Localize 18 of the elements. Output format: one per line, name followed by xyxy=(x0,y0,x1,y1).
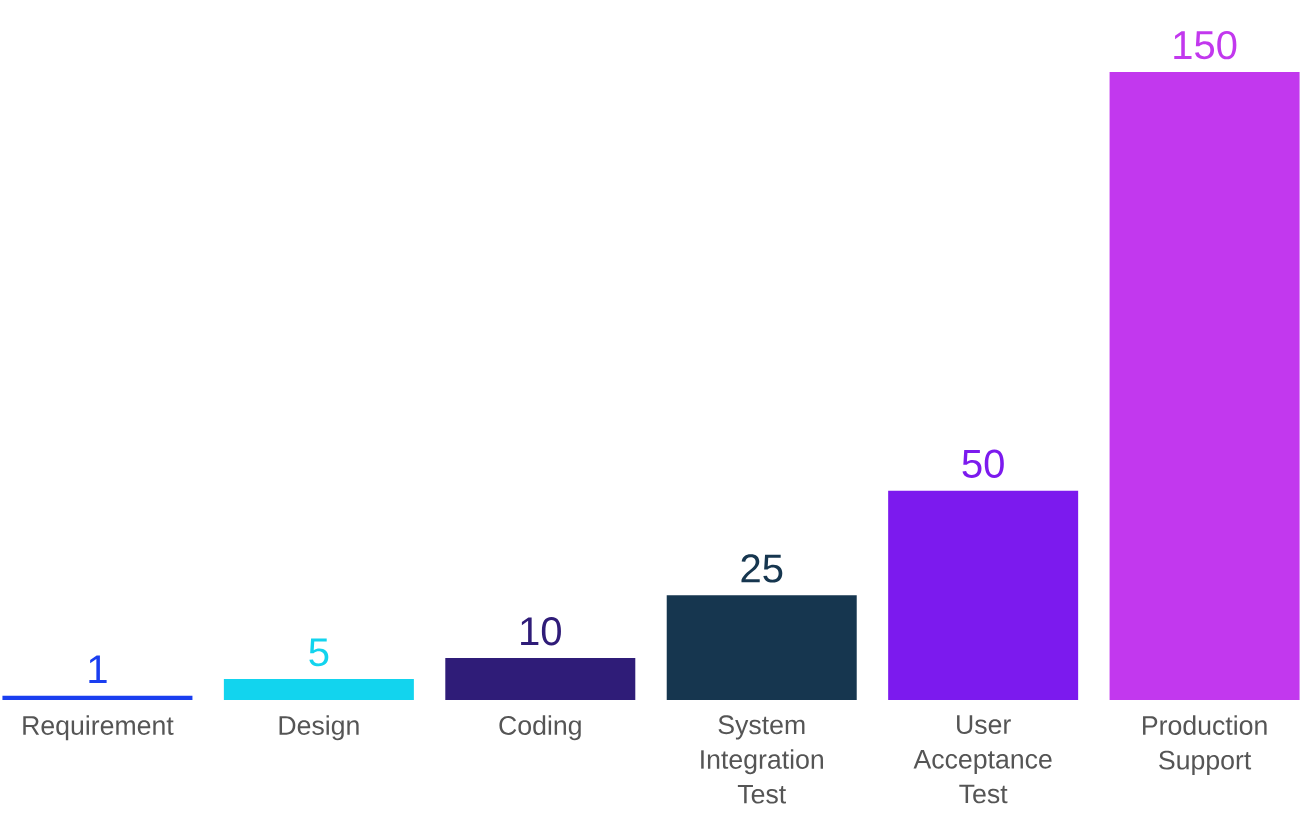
bar xyxy=(2,695,193,700)
x-tick-label: Requirement xyxy=(23,715,174,741)
x-tick-label: System Integration Test xyxy=(701,715,823,804)
bar xyxy=(445,658,636,700)
data-label: 50 xyxy=(962,449,1004,478)
bar xyxy=(888,490,1079,700)
data-label: 5 xyxy=(309,638,329,667)
x-tick-label: User Acceptance Test xyxy=(913,715,1052,804)
x-tick-label: Coding xyxy=(499,715,581,741)
bar xyxy=(666,595,857,700)
data-label: 25 xyxy=(741,554,783,583)
data-label: 10 xyxy=(521,617,561,646)
bar xyxy=(1109,71,1300,700)
data-label: 150 xyxy=(1174,30,1237,60)
bar xyxy=(223,679,414,700)
data-label: 1 xyxy=(89,655,107,684)
x-tick-label: Design xyxy=(279,715,359,741)
x-tick-label: Production Support xyxy=(1143,715,1267,775)
